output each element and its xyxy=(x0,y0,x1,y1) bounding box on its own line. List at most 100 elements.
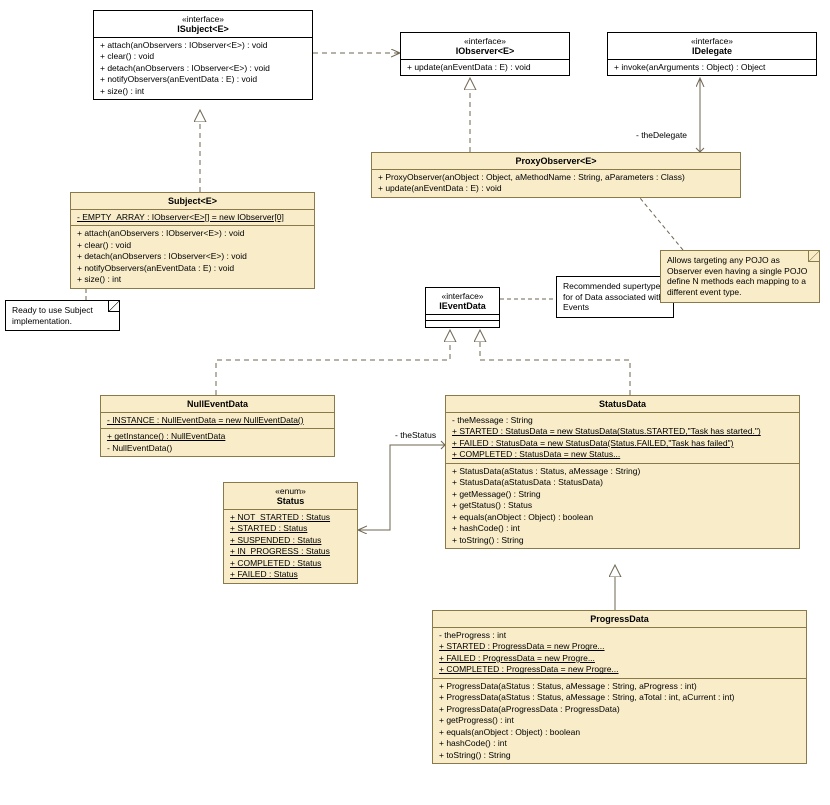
progressdata-ops: + ProgressData(aStatus : Status, aMessag… xyxy=(433,679,806,763)
thedelegate-label: - theDelegate xyxy=(636,130,687,140)
op: + clear() : void xyxy=(100,51,306,62)
op: + toString() : String xyxy=(439,750,800,761)
subject-note: Ready to use Subject implementation. xyxy=(5,300,120,331)
status-name: Status xyxy=(230,496,351,506)
subject-header: Subject<E> xyxy=(71,193,314,210)
attr: + COMPLETED : ProgressData = new Progre.… xyxy=(439,664,800,675)
proxyobserver-class: ProxyObserver<E> + ProxyObserver(anObjec… xyxy=(371,152,741,198)
iobserver-stereo: «interface» xyxy=(407,36,563,46)
op: + update(anEventData : E) : void xyxy=(378,183,734,194)
lit: + STARTED : Status xyxy=(230,523,351,534)
progressdata-class: ProgressData - theProgress : int + START… xyxy=(432,610,807,764)
attr: - theProgress : int xyxy=(439,630,800,641)
op: + clear() : void xyxy=(77,240,308,251)
attr: - INSTANCE : NullEventData = new NullEve… xyxy=(107,415,328,426)
op: + detach(anObservers : IObserver<E>) : v… xyxy=(100,63,306,74)
nulleventdata-header: NullEventData xyxy=(101,396,334,413)
idelegate-header: «interface» IDelegate xyxy=(608,33,816,60)
idelegate-name: IDelegate xyxy=(614,46,810,56)
progressdata-header: ProgressData xyxy=(433,611,806,628)
subject-ops: + attach(anObservers : IObserver<E>) : v… xyxy=(71,226,314,287)
attr: + FAILED : StatusData = new StatusData(S… xyxy=(452,438,793,449)
lit: + SUSPENDED : Status xyxy=(230,535,351,546)
nulleventdata-class: NullEventData - INSTANCE : NullEventData… xyxy=(100,395,335,457)
statusdata-header: StatusData xyxy=(446,396,799,413)
ieventdata-name: IEventData xyxy=(432,301,493,311)
op: + detach(anObservers : IObserver<E>) : v… xyxy=(77,251,308,262)
op: + attach(anObservers : IObserver<E>) : v… xyxy=(77,228,308,239)
proxyobserver-name: ProxyObserver<E> xyxy=(378,156,734,166)
progressdata-attrs: - theProgress : int + STARTED : Progress… xyxy=(433,628,806,679)
op: + invoke(anArguments : Object) : Object xyxy=(614,62,810,73)
attr: + FAILED : ProgressData = new Progre... xyxy=(439,653,800,664)
proxyobserver-ops: + ProxyObserver(anObject : Object, aMeth… xyxy=(372,170,740,197)
subject-note-text: Ready to use Subject implementation. xyxy=(12,305,93,326)
iobserver-interface: «interface» IObserver<E> + update(anEven… xyxy=(400,32,570,76)
subject-attrs: - EMPTY_ARRAY : IObserver<E>[] = new IOb… xyxy=(71,210,314,226)
ieventdata-stereo: «interface» xyxy=(432,291,493,301)
status-stereo: «enum» xyxy=(230,486,351,496)
status-literals: + NOT_STARTED : Status + STARTED : Statu… xyxy=(224,510,357,583)
op: + hashCode() : int xyxy=(439,738,800,749)
op: - NullEventData() xyxy=(107,443,328,454)
progressdata-name: ProgressData xyxy=(439,614,800,624)
iobserver-name: IObserver<E> xyxy=(407,46,563,56)
op: + StatusData(aStatusData : StatusData) xyxy=(452,477,793,488)
proxyobserver-note: Allows targeting any POJO as Observer ev… xyxy=(660,250,820,303)
op: + getInstance() : NullEventData xyxy=(107,431,328,442)
nulleventdata-ops: + getInstance() : NullEventData - NullEv… xyxy=(101,429,334,456)
op: + StatusData(aStatus : Status, aMessage … xyxy=(452,466,793,477)
thestatus-label: - theStatus xyxy=(395,430,436,440)
op: + getStatus() : Status xyxy=(452,500,793,511)
lit: + NOT_STARTED : Status xyxy=(230,512,351,523)
proxyobserver-note-text: Allows targeting any POJO as Observer ev… xyxy=(667,255,807,297)
idelegate-interface: «interface» IDelegate + invoke(anArgumen… xyxy=(607,32,817,76)
ieventdata-header: «interface» IEventData xyxy=(426,288,499,315)
op: + attach(anObservers : IObserver<E>) : v… xyxy=(100,40,306,51)
op: + notifyObservers(anEventData : E) : voi… xyxy=(100,74,306,85)
statusdata-name: StatusData xyxy=(452,399,793,409)
isubject-name: ISubject<E> xyxy=(100,24,306,34)
isubject-interface: «interface» ISubject<E> + attach(anObser… xyxy=(93,10,313,100)
lit: + IN_PROGRESS : Status xyxy=(230,546,351,557)
statusdata-class: StatusData - theMessage : String + START… xyxy=(445,395,800,549)
statusdata-ops: + StatusData(aStatus : Status, aMessage … xyxy=(446,464,799,548)
op: + hashCode() : int xyxy=(452,523,793,534)
lit: + FAILED : Status xyxy=(230,569,351,580)
attr: + STARTED : StatusData = new StatusData(… xyxy=(452,426,793,437)
attr: + COMPLETED : StatusData = new Status... xyxy=(452,449,793,460)
ieventdata-note-text: Recommended supertype for of Data associ… xyxy=(563,281,663,312)
iobserver-header: «interface» IObserver<E> xyxy=(401,33,569,60)
op: + notifyObservers(anEventData : E) : voi… xyxy=(77,263,308,274)
iobserver-ops: + update(anEventData : E) : void xyxy=(401,60,569,75)
idelegate-stereo: «interface» xyxy=(614,36,810,46)
nulleventdata-name: NullEventData xyxy=(107,399,328,409)
op: + equals(anObject : Object) : boolean xyxy=(452,512,793,523)
idelegate-ops: + invoke(anArguments : Object) : Object xyxy=(608,60,816,75)
status-header: «enum» Status xyxy=(224,483,357,510)
statusdata-attrs: - theMessage : String + STARTED : Status… xyxy=(446,413,799,464)
ieventdata-empty2 xyxy=(426,321,499,327)
attr: - theMessage : String xyxy=(452,415,793,426)
isubject-header: «interface» ISubject<E> xyxy=(94,11,312,38)
op: + update(anEventData : E) : void xyxy=(407,62,563,73)
op: + ProgressData(aStatus : Status, aMessag… xyxy=(439,692,800,703)
op: + size() : int xyxy=(77,274,308,285)
op: + toString() : String xyxy=(452,535,793,546)
op: + ProgressData(aStatus : Status, aMessag… xyxy=(439,681,800,692)
ieventdata-note: Recommended supertype for of Data associ… xyxy=(556,276,674,318)
subject-class: Subject<E> - EMPTY_ARRAY : IObserver<E>[… xyxy=(70,192,315,289)
subject-name: Subject<E> xyxy=(77,196,308,206)
proxyobserver-header: ProxyObserver<E> xyxy=(372,153,740,170)
op: + getProgress() : int xyxy=(439,715,800,726)
op: + size() : int xyxy=(100,86,306,97)
nulleventdata-attrs: - INSTANCE : NullEventData = new NullEve… xyxy=(101,413,334,429)
op: + getMessage() : String xyxy=(452,489,793,500)
attr: + STARTED : ProgressData = new Progre... xyxy=(439,641,800,652)
isubject-ops: + attach(anObservers : IObserver<E>) : v… xyxy=(94,38,312,99)
lit: + COMPLETED : Status xyxy=(230,558,351,569)
status-enum: «enum» Status + NOT_STARTED : Status + S… xyxy=(223,482,358,584)
isubject-stereo: «interface» xyxy=(100,14,306,24)
op: + ProgressData(aProgressData : ProgressD… xyxy=(439,704,800,715)
op: + ProxyObserver(anObject : Object, aMeth… xyxy=(378,172,734,183)
